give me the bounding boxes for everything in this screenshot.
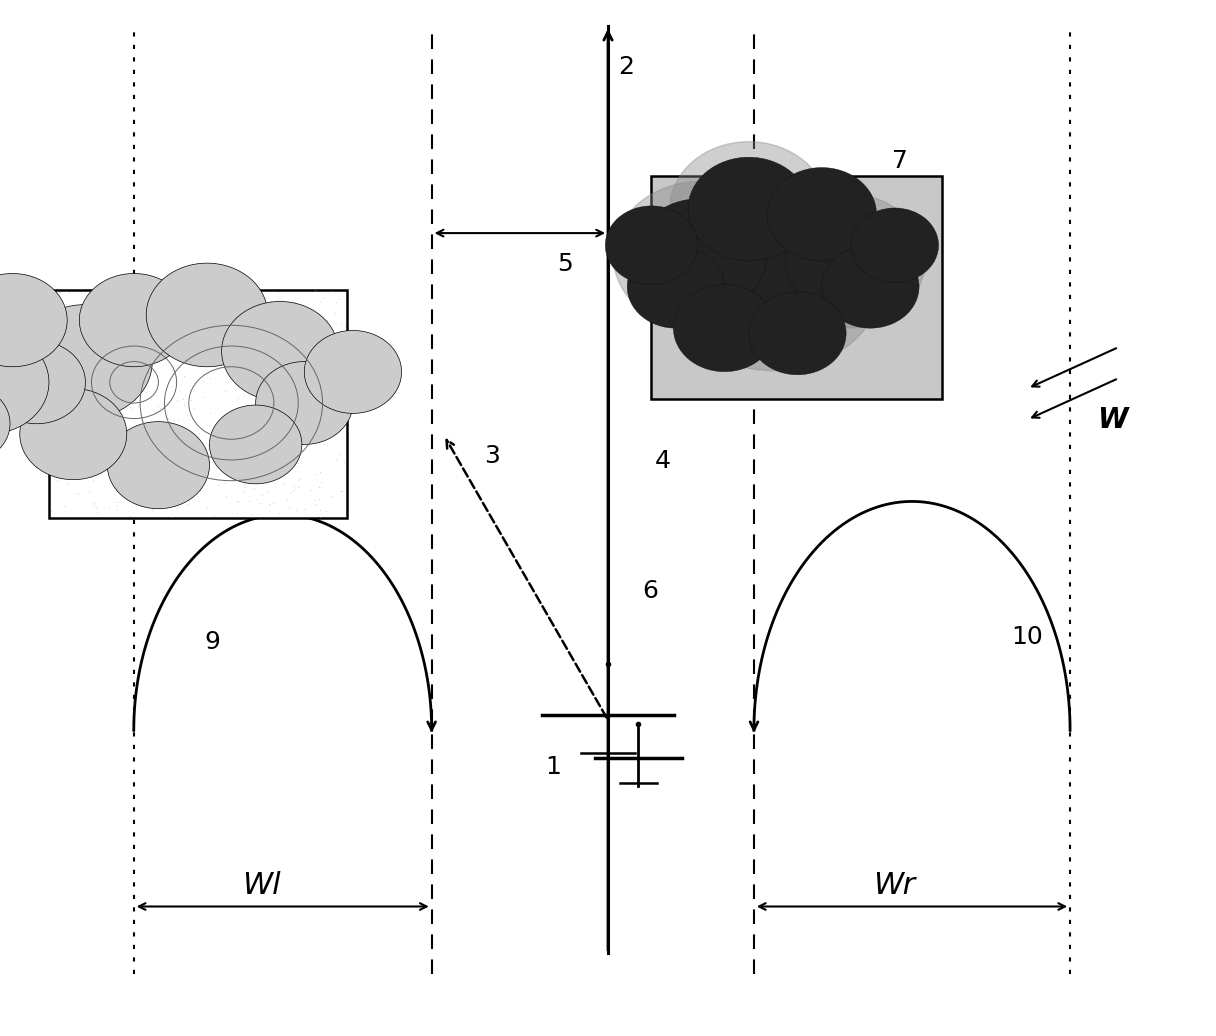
- Bar: [651, 176, 942, 399]
- Text: 3: 3: [484, 443, 501, 468]
- Circle shape: [634, 199, 767, 313]
- Text: 9: 9: [204, 630, 221, 655]
- Circle shape: [0, 384, 10, 463]
- Circle shape: [255, 362, 353, 444]
- Circle shape: [627, 246, 725, 328]
- Text: 7: 7: [891, 148, 908, 173]
- Circle shape: [767, 168, 877, 261]
- Circle shape: [146, 263, 268, 367]
- Text: 6: 6: [642, 578, 659, 603]
- Circle shape: [688, 204, 858, 349]
- Text: W: W: [1097, 405, 1128, 434]
- Circle shape: [18, 305, 152, 419]
- Circle shape: [767, 194, 925, 328]
- Text: 2: 2: [618, 55, 635, 80]
- Circle shape: [822, 246, 919, 328]
- Circle shape: [79, 274, 188, 367]
- Circle shape: [663, 182, 884, 371]
- Text: 5: 5: [558, 252, 573, 277]
- Circle shape: [613, 181, 787, 329]
- Circle shape: [0, 274, 67, 367]
- Text: Wl: Wl: [242, 871, 281, 900]
- Circle shape: [107, 422, 209, 509]
- Circle shape: [749, 292, 846, 375]
- Text: 8: 8: [241, 335, 258, 359]
- Circle shape: [688, 157, 810, 261]
- Circle shape: [670, 142, 828, 277]
- Text: 10: 10: [1012, 625, 1043, 650]
- Circle shape: [606, 206, 698, 285]
- Circle shape: [19, 388, 126, 480]
- Circle shape: [209, 405, 302, 484]
- Circle shape: [0, 330, 49, 434]
- Circle shape: [786, 209, 907, 313]
- Bar: [49, 290, 347, 518]
- Circle shape: [674, 285, 776, 372]
- Circle shape: [0, 341, 85, 424]
- Text: 4: 4: [654, 449, 671, 473]
- Text: 1: 1: [545, 754, 562, 779]
- Circle shape: [304, 330, 401, 413]
- Circle shape: [851, 208, 939, 283]
- Text: Wr: Wr: [873, 871, 914, 900]
- Circle shape: [221, 301, 338, 401]
